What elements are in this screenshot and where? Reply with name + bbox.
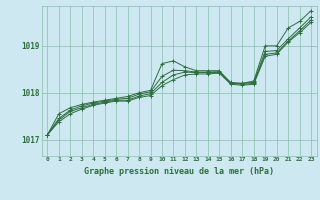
X-axis label: Graphe pression niveau de la mer (hPa): Graphe pression niveau de la mer (hPa) — [84, 167, 274, 176]
